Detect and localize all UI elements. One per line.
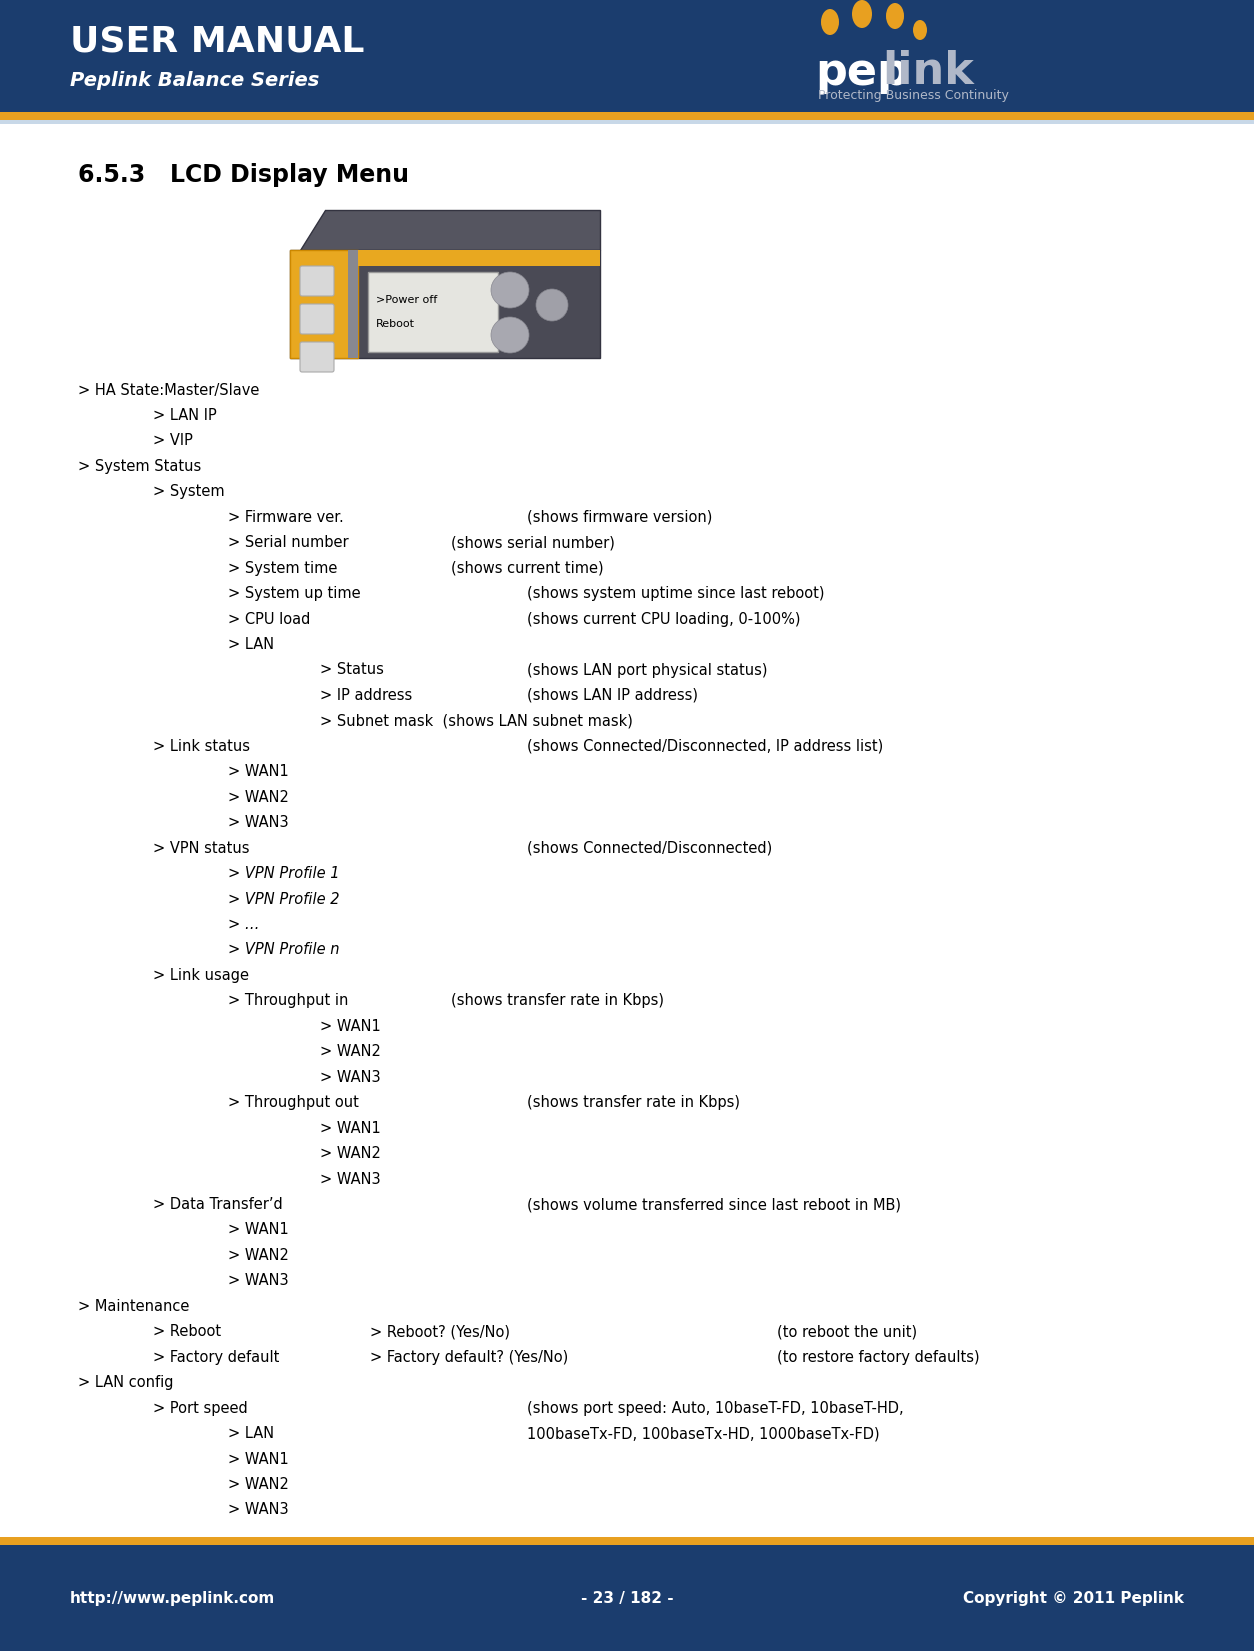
Text: > LAN config: > LAN config xyxy=(78,1375,173,1390)
Ellipse shape xyxy=(492,272,529,309)
Text: 6.5.3   LCD Display Menu: 6.5.3 LCD Display Menu xyxy=(78,163,409,187)
Text: > WAN1: > WAN1 xyxy=(320,1121,380,1136)
Text: > …: > … xyxy=(228,916,260,933)
Text: (shows LAN IP address): (shows LAN IP address) xyxy=(527,688,697,703)
Text: > VPN status: > VPN status xyxy=(153,840,250,855)
Ellipse shape xyxy=(851,0,872,28)
Text: > WAN3: > WAN3 xyxy=(320,1172,380,1187)
Text: Copyright © 2011 Peplink: Copyright © 2011 Peplink xyxy=(963,1590,1184,1605)
Text: > WAN1: > WAN1 xyxy=(320,1019,380,1034)
Text: > WAN2: > WAN2 xyxy=(228,1478,290,1493)
Polygon shape xyxy=(300,210,599,249)
Ellipse shape xyxy=(913,20,927,40)
Text: (shows current CPU loading, 0-100%): (shows current CPU loading, 0-100%) xyxy=(527,611,800,627)
Text: (to restore factory defaults): (to restore factory defaults) xyxy=(777,1351,981,1365)
Text: > WAN1: > WAN1 xyxy=(228,1222,288,1238)
Text: (shows Connected/Disconnected): (shows Connected/Disconnected) xyxy=(527,840,772,855)
Text: > Port speed: > Port speed xyxy=(153,1400,248,1415)
Text: > VIP: > VIP xyxy=(153,434,193,449)
Text: > LAN: > LAN xyxy=(228,1426,275,1441)
Text: (shows volume transferred since last reboot in MB): (shows volume transferred since last reb… xyxy=(527,1197,900,1212)
Text: > System Status: > System Status xyxy=(78,459,201,474)
Text: (shows transfer rate in Kbps): (shows transfer rate in Kbps) xyxy=(527,1095,740,1109)
Ellipse shape xyxy=(492,317,529,353)
Text: (shows LAN port physical status): (shows LAN port physical status) xyxy=(527,662,767,677)
Text: link: link xyxy=(882,51,974,94)
Text: > Link status: > Link status xyxy=(153,740,250,755)
Text: > Reboot? (Yes/No): > Reboot? (Yes/No) xyxy=(370,1324,510,1339)
Text: - 23 / 182 -: - 23 / 182 - xyxy=(581,1590,673,1605)
Text: > WAN3: > WAN3 xyxy=(228,1502,288,1517)
Text: 100baseTx-FD, 100baseTx-HD, 1000baseTx-FD): 100baseTx-FD, 100baseTx-HD, 1000baseTx-F… xyxy=(527,1426,879,1441)
Text: > WAN3: > WAN3 xyxy=(320,1070,380,1085)
Text: (shows firmware version): (shows firmware version) xyxy=(527,510,712,525)
Bar xyxy=(0,1537,1254,1545)
Text: > IP address: > IP address xyxy=(320,688,413,703)
Text: > LAN: > LAN xyxy=(228,637,275,652)
Text: > WAN2: > WAN2 xyxy=(228,1248,290,1263)
Text: > Data Transfer’d: > Data Transfer’d xyxy=(153,1197,282,1212)
Text: Reboot: Reboot xyxy=(376,319,415,329)
Text: > Subnet mask  (shows LAN subnet mask): > Subnet mask (shows LAN subnet mask) xyxy=(320,713,633,728)
Text: > Factory default: > Factory default xyxy=(153,1351,280,1365)
Text: > WAN2: > WAN2 xyxy=(228,789,290,804)
Text: > HA State:Master/Slave: > HA State:Master/Slave xyxy=(78,383,260,398)
Text: > WAN1: > WAN1 xyxy=(228,1451,288,1466)
Text: > WAN2: > WAN2 xyxy=(320,1045,381,1060)
Bar xyxy=(0,121,1254,124)
Text: > VPN Profile 2: > VPN Profile 2 xyxy=(228,892,340,906)
Text: > Serial number: > Serial number xyxy=(228,535,349,550)
Text: http://www.peplink.com: http://www.peplink.com xyxy=(70,1590,275,1605)
Text: USER MANUAL: USER MANUAL xyxy=(70,25,365,59)
Text: > Throughput in: > Throughput in xyxy=(228,994,349,1009)
Bar xyxy=(0,1545,1254,1651)
Text: > Link usage: > Link usage xyxy=(153,967,250,982)
Ellipse shape xyxy=(821,8,839,35)
Text: > WAN1: > WAN1 xyxy=(228,764,288,779)
Text: > VPN Profile 1: > VPN Profile 1 xyxy=(228,867,340,882)
Text: Protecting Business Continuity: Protecting Business Continuity xyxy=(818,89,1009,101)
Text: > System up time: > System up time xyxy=(228,586,361,601)
Text: > Reboot: > Reboot xyxy=(153,1324,221,1339)
Text: (shows current time): (shows current time) xyxy=(451,561,604,576)
Text: > WAN2: > WAN2 xyxy=(320,1146,381,1161)
Text: > Throughput out: > Throughput out xyxy=(228,1095,359,1109)
Ellipse shape xyxy=(535,289,568,320)
Text: (shows transfer rate in Kbps): (shows transfer rate in Kbps) xyxy=(451,994,665,1009)
Bar xyxy=(0,0,1254,112)
FancyBboxPatch shape xyxy=(300,304,334,334)
Text: >Power off: >Power off xyxy=(376,296,438,305)
Ellipse shape xyxy=(887,3,904,30)
Text: > Firmware ver.: > Firmware ver. xyxy=(228,510,344,525)
FancyBboxPatch shape xyxy=(300,266,334,296)
Text: > VPN Profile n: > VPN Profile n xyxy=(228,943,340,958)
Text: > LAN IP: > LAN IP xyxy=(153,408,217,423)
Text: pep: pep xyxy=(815,51,909,94)
Text: > Maintenance: > Maintenance xyxy=(78,1299,189,1314)
Bar xyxy=(290,249,599,358)
Text: > System: > System xyxy=(153,484,224,499)
Text: > WAN3: > WAN3 xyxy=(228,816,288,830)
Text: > WAN3: > WAN3 xyxy=(228,1273,288,1288)
Bar xyxy=(357,249,599,266)
Text: (to reboot the unit): (to reboot the unit) xyxy=(777,1324,918,1339)
Text: > Factory default? (Yes/No): > Factory default? (Yes/No) xyxy=(370,1351,568,1365)
FancyBboxPatch shape xyxy=(300,342,334,371)
Bar xyxy=(367,272,498,352)
Text: > Status: > Status xyxy=(320,662,384,677)
Text: (shows port speed: Auto, 10baseT-FD, 10baseT-HD,: (shows port speed: Auto, 10baseT-FD, 10b… xyxy=(527,1400,903,1415)
Text: (shows system uptime since last reboot): (shows system uptime since last reboot) xyxy=(527,586,824,601)
Text: (shows Connected/Disconnected, IP address list): (shows Connected/Disconnected, IP addres… xyxy=(527,740,883,755)
Bar xyxy=(290,249,357,358)
Bar xyxy=(0,112,1254,121)
Text: (shows serial number): (shows serial number) xyxy=(451,535,616,550)
Text: Peplink Balance Series: Peplink Balance Series xyxy=(70,71,320,89)
Bar xyxy=(349,249,357,358)
Text: > CPU load: > CPU load xyxy=(228,611,311,627)
Text: > System time: > System time xyxy=(228,561,337,576)
